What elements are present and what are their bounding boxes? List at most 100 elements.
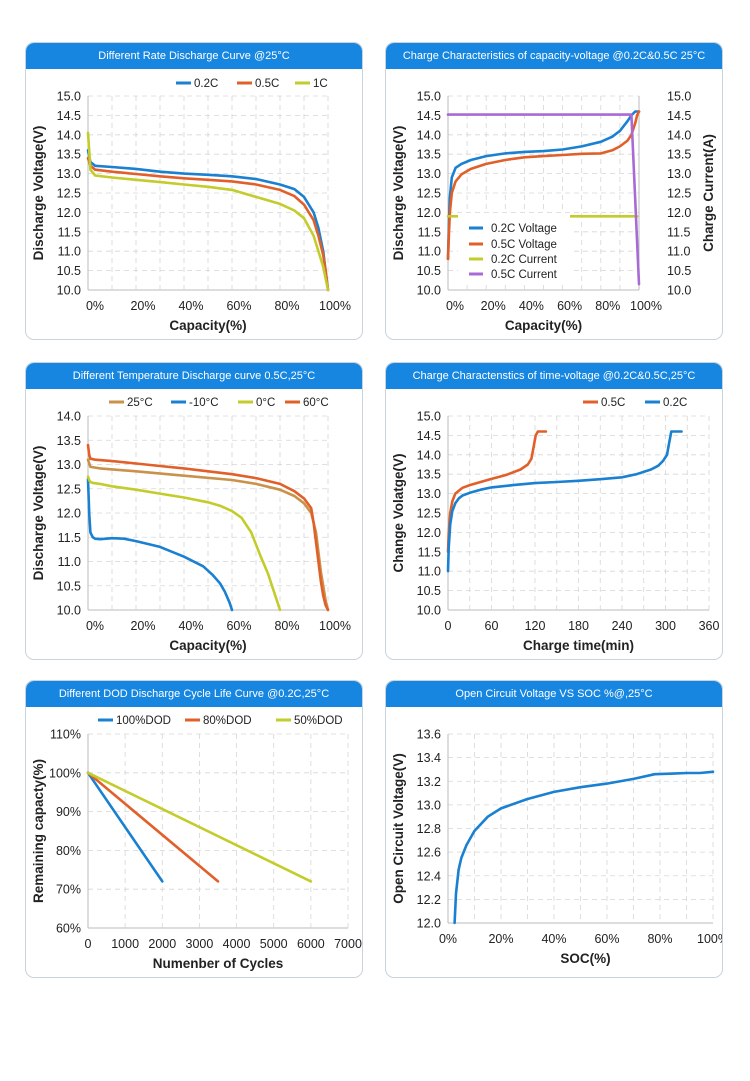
x-tick-label: 20%: [488, 932, 513, 946]
panel-dod-cycle-life: Different DOD Discharge Cycle Life Curve…: [25, 680, 363, 978]
x-tick-label: 0%: [86, 299, 104, 313]
y-tick-label: 11.5: [418, 545, 441, 559]
y-tick-label: 90%: [56, 805, 81, 819]
y-tick-label: 11.0: [58, 555, 81, 569]
x-axis-label: SOC(%): [560, 951, 610, 966]
x-tick-label: 40%: [178, 299, 203, 313]
x-tick-label: 1000: [111, 937, 139, 951]
y-tick-label: 12.5: [417, 187, 441, 201]
y-tick-label: 13.0: [417, 487, 441, 501]
y-tick-label: 12.5: [57, 482, 81, 496]
y2-tick-label: 10.0: [667, 284, 691, 298]
x-tick-label: 60%: [557, 299, 582, 313]
y-tick-label: 13.0: [417, 798, 441, 812]
series-line-0-5c: [86, 156, 330, 292]
chart-rate-discharge: 10.0 10.5 11.0 11.5 12.0 12.5 13.0 13.5 14.0 14.5…: [31, 78, 351, 333]
y-axis-label: Discharge Voltage(V): [31, 126, 46, 261]
chart-title: Different Temperature Discharge curve 0.…: [26, 363, 362, 389]
x-tick-label: 20%: [130, 619, 155, 633]
series-line--10-c: [86, 477, 234, 612]
series-line-50-dod: [86, 771, 313, 883]
y-tick-label: 70%: [56, 883, 81, 897]
y2-tick-label: 12.0: [667, 206, 691, 220]
x-axis-label: Capacity(%): [169, 318, 246, 333]
x-tick-label: 3000: [186, 937, 214, 951]
panel-charge-time-voltage: Charge Charactenstics of time-voltage @0…: [385, 362, 723, 660]
panel-temperature-discharge: Different Temperature Discharge curve 0.…: [25, 362, 363, 660]
y-tick-label: 12.8: [417, 822, 441, 836]
y2-tick-label: 14.0: [667, 128, 691, 142]
y-tick-label: 13.0: [417, 167, 441, 181]
x-tick-label: 7000: [334, 937, 362, 951]
y2-axis-label: Charge Current(A): [701, 134, 716, 252]
x-tick-label: 80%: [274, 299, 299, 313]
y-axis-label: Discharge Voltage(V): [391, 126, 406, 261]
y2-tick-label: 12.5: [667, 187, 691, 201]
y-tick-label: 10.5: [417, 264, 441, 278]
y-tick-label: 12.0: [57, 206, 81, 220]
y-tick-label: 13.5: [417, 468, 441, 482]
y-axis-label: Open Circuit Voltage(V): [391, 753, 406, 904]
y-tick-label: 13.4: [417, 751, 441, 765]
y-tick-label: 60%: [56, 922, 81, 936]
legend-label: 0.5C Voltage: [491, 239, 557, 251]
series-line-0-2c-voltage: [446, 110, 641, 261]
chart-title: Open Circuit Voltage VS SOC %@,25°C: [386, 681, 722, 707]
chart-title: Different DOD Discharge Cycle Life Curve…: [26, 681, 362, 707]
x-tick-label: 120: [525, 619, 546, 633]
series-line-60-c: [86, 443, 330, 612]
y-tick-label: 10.5: [417, 584, 441, 598]
y-tick-label: 15.0: [57, 90, 81, 104]
legend-label: 80%DOD: [203, 715, 252, 727]
x-tick-label: 100%: [697, 932, 723, 946]
y2-tick-label: 11.0: [667, 245, 690, 259]
x-tick-label: 60: [485, 619, 499, 633]
series-line-0-c: [86, 475, 282, 612]
y-tick-label: 11.0: [418, 245, 441, 259]
y-tick-label: 13.2: [417, 775, 441, 789]
series-line-0-2c: [446, 430, 683, 573]
x-tick-label: 100%: [319, 299, 351, 313]
legend-label: 0.2C: [194, 78, 218, 90]
legend-label: 0.2C Voltage: [491, 223, 557, 235]
x-tick-label: 80%: [647, 932, 672, 946]
y-tick-label: 110%: [50, 728, 81, 742]
series-line-1c: [86, 131, 330, 292]
panel-rate-discharge: Different Rate Discharge Curve @25°C 10.…: [25, 42, 363, 340]
series-line-0-5c-current: [446, 113, 641, 286]
x-tick-label: 60%: [226, 299, 251, 313]
y-tick-label: 13.0: [57, 167, 81, 181]
y-tick-label: 12.0: [57, 507, 81, 521]
y-tick-label: 13.5: [57, 434, 81, 448]
x-tick-label: 360: [699, 619, 720, 633]
y-tick-label: 12.2: [417, 893, 441, 907]
y-tick-label: 12.0: [417, 917, 441, 931]
y-tick-label: 12.0: [417, 526, 441, 540]
legend-label: 60°C: [303, 397, 329, 409]
y-tick-label: 10.5: [57, 579, 81, 593]
y-tick-label: 10.0: [57, 604, 81, 618]
x-axis-label: Capacity(%): [169, 638, 246, 653]
x-tick-label: 180: [568, 619, 589, 633]
series-line-80-dod: [86, 771, 220, 883]
x-tick-label: 0: [445, 619, 452, 633]
y-tick-label: 12.5: [57, 187, 81, 201]
y-tick-label: 11.5: [418, 225, 441, 239]
x-tick-label: 0: [85, 937, 92, 951]
x-tick-label: 4000: [223, 937, 251, 951]
y-tick-label: 15.0: [417, 90, 441, 104]
y-tick-label: 14.0: [57, 410, 81, 424]
legend-label: 0.5C: [255, 78, 279, 90]
y-tick-label: 13.6: [417, 728, 441, 742]
legend-label: 50%DOD: [294, 715, 343, 727]
y-tick-label: 13.0: [57, 458, 81, 472]
x-tick-label: 40%: [541, 932, 566, 946]
x-tick-label: 5000: [260, 937, 288, 951]
y-tick-label: 14.0: [57, 128, 81, 142]
chart-title: Charge Characteristics of capacity-volta…: [386, 43, 722, 69]
panel-ocv-soc: Open Circuit Voltage VS SOC %@,25°C 12.0…: [385, 680, 723, 978]
chart-dod-cycle-life: 60% 70% 80% 90% 100% 110% 0 1000 2000 3000 4000 500…: [31, 715, 362, 971]
y-tick-label: 10.0: [417, 604, 441, 618]
y-axis-label: Change Volatge(V): [391, 453, 406, 572]
legend-label: 0°C: [256, 397, 275, 409]
